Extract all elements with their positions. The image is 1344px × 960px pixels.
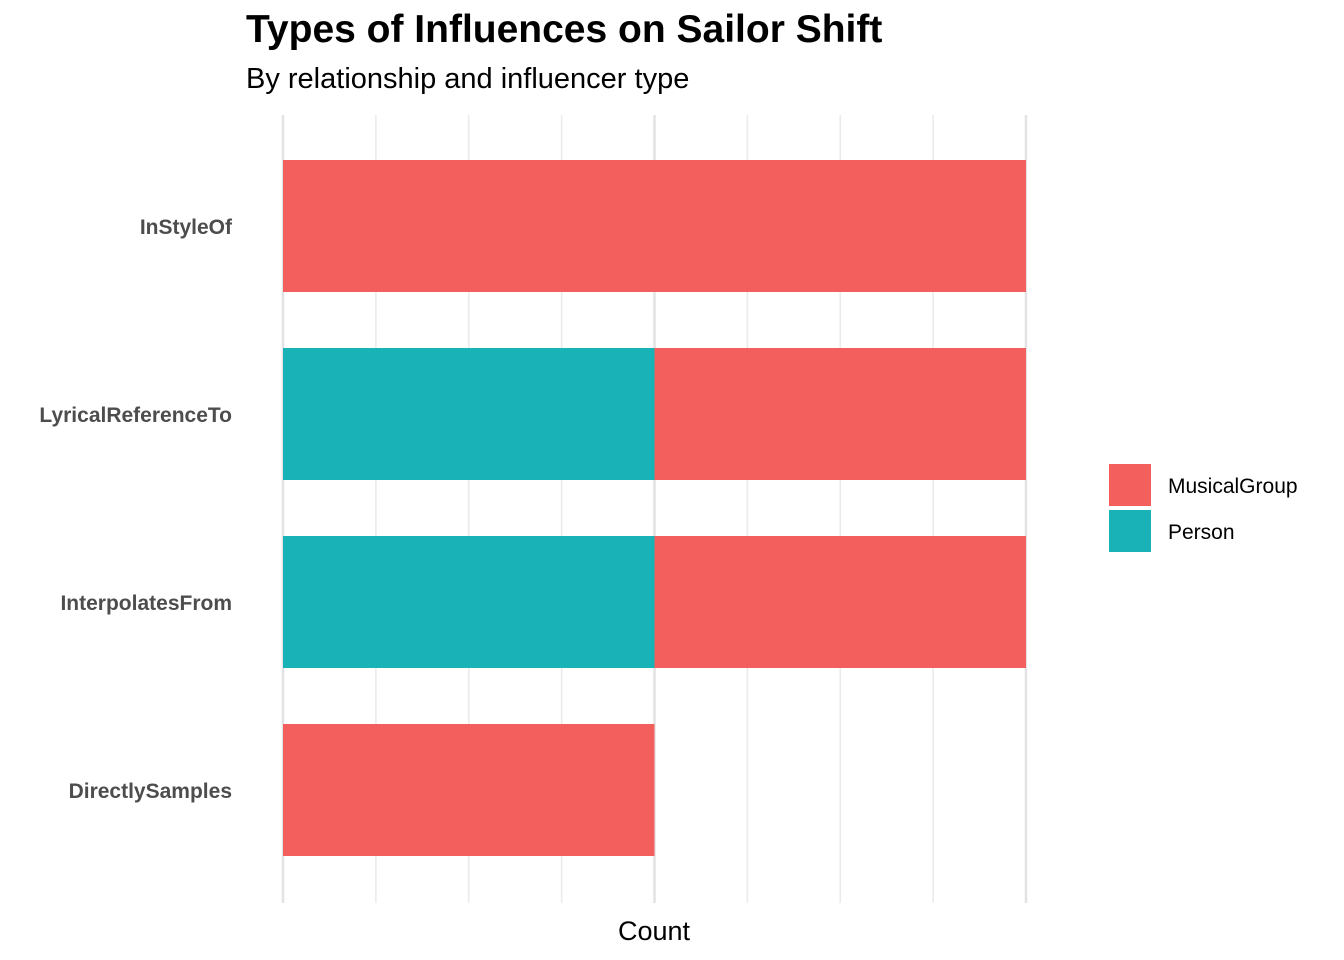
legend-label-MusicalGroup: MusicalGroup (1168, 475, 1298, 498)
bar-LyricalReferenceTo-Person (283, 348, 655, 480)
category-label-InterpolatesFrom: InterpolatesFrom (60, 592, 232, 615)
category-labels: InStyleOf LyricalReferenceTo InterpolatesF… (39, 216, 233, 803)
category-label-DirectlySamples: DirectlySamples (69, 780, 232, 803)
bar-DirectlySamples-MusicalGroup (283, 724, 655, 856)
legend-label-Person: Person (1168, 521, 1235, 544)
chart-title: Types of Influences on Sailor Shift (246, 8, 883, 51)
category-label-LyricalReferenceTo: LyricalReferenceTo (39, 404, 232, 427)
legend-key-Person (1109, 510, 1151, 552)
category-label-InStyleOf: InStyleOf (140, 216, 233, 239)
bar-InterpolatesFrom-Person (283, 536, 655, 668)
legend: MusicalGroup Person (1109, 464, 1298, 552)
legend-key-MusicalGroup (1109, 464, 1151, 506)
bar-InStyleOf-MusicalGroup (283, 160, 1026, 292)
bar-InterpolatesFrom-MusicalGroup (654, 536, 1026, 668)
x-axis-title: Count (618, 916, 691, 946)
chart-subtitle: By relationship and influencer type (246, 63, 690, 95)
bar-layer (283, 160, 1026, 856)
bar-LyricalReferenceTo-MusicalGroup (654, 348, 1026, 480)
